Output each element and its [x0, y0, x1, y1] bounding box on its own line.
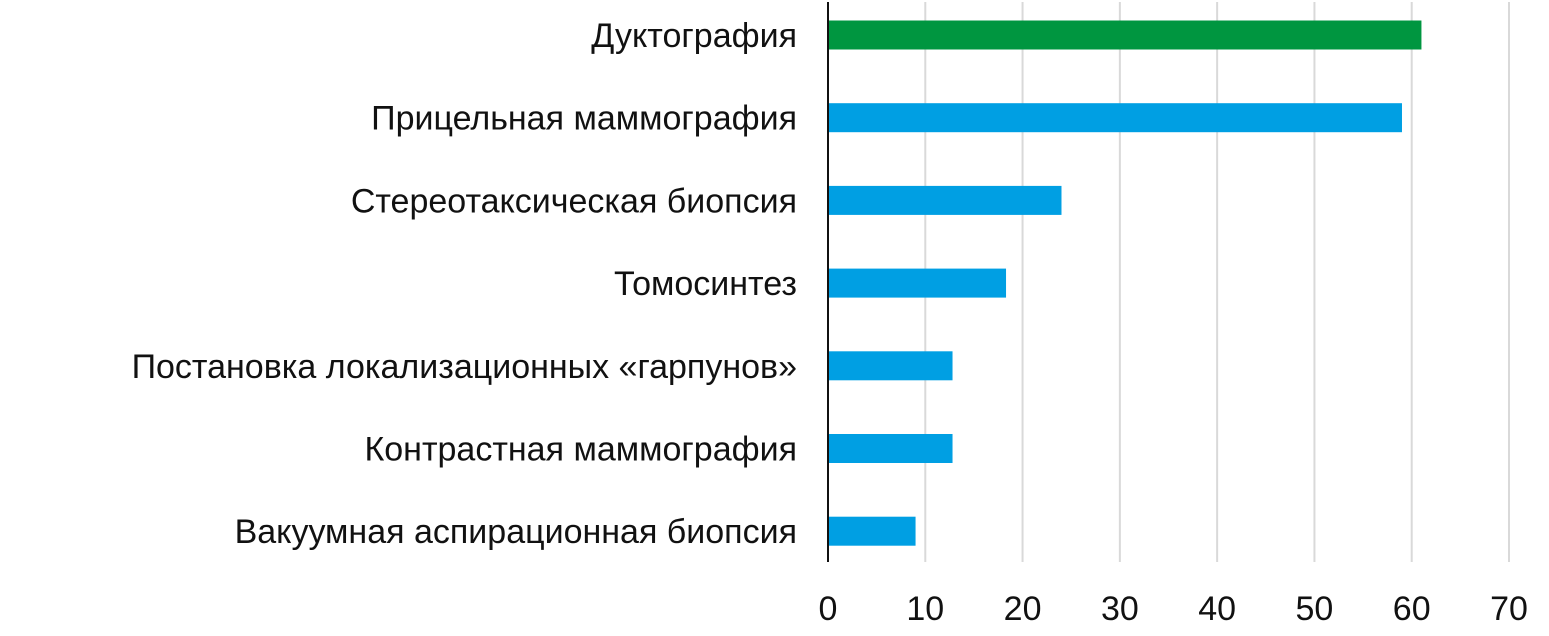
x-tick-label: 30	[1101, 590, 1139, 628]
grid-layer	[924, 2, 1510, 562]
x-tick-label: 70	[1490, 590, 1528, 628]
x-tick-label: 50	[1296, 590, 1334, 628]
bar-6	[828, 516, 916, 546]
x-tick-label: 60	[1393, 590, 1431, 628]
category-labels: Дуктография Прицельная маммография Стереот…	[132, 17, 797, 551]
category-label: Дуктография	[591, 17, 797, 55]
bar-layer	[828, 20, 1422, 546]
x-tick-labels: 0 10 20 30 40 50 60 70	[819, 590, 1528, 628]
category-label: Контрастная маммография	[364, 431, 797, 469]
x-tick-label: 20	[1004, 590, 1042, 628]
category-label: Постановка локализационных «гарпунов»	[132, 348, 797, 386]
category-label: Томосинтез	[614, 265, 797, 303]
x-tick-label: 0	[819, 590, 838, 628]
category-label: Прицельная маммография	[371, 100, 797, 138]
bar-1	[828, 103, 1402, 133]
category-label: Стереотаксическая биопсия	[351, 182, 797, 220]
bar-2	[828, 185, 1062, 215]
bar-4	[828, 351, 953, 381]
bar-5	[828, 434, 953, 463]
x-tick-label: 10	[906, 590, 944, 628]
category-label: Вакуумная аспирационная биопсия	[235, 513, 797, 551]
bar-3	[828, 268, 1007, 298]
x-tick-label: 40	[1198, 590, 1236, 628]
bar-0	[828, 20, 1422, 50]
